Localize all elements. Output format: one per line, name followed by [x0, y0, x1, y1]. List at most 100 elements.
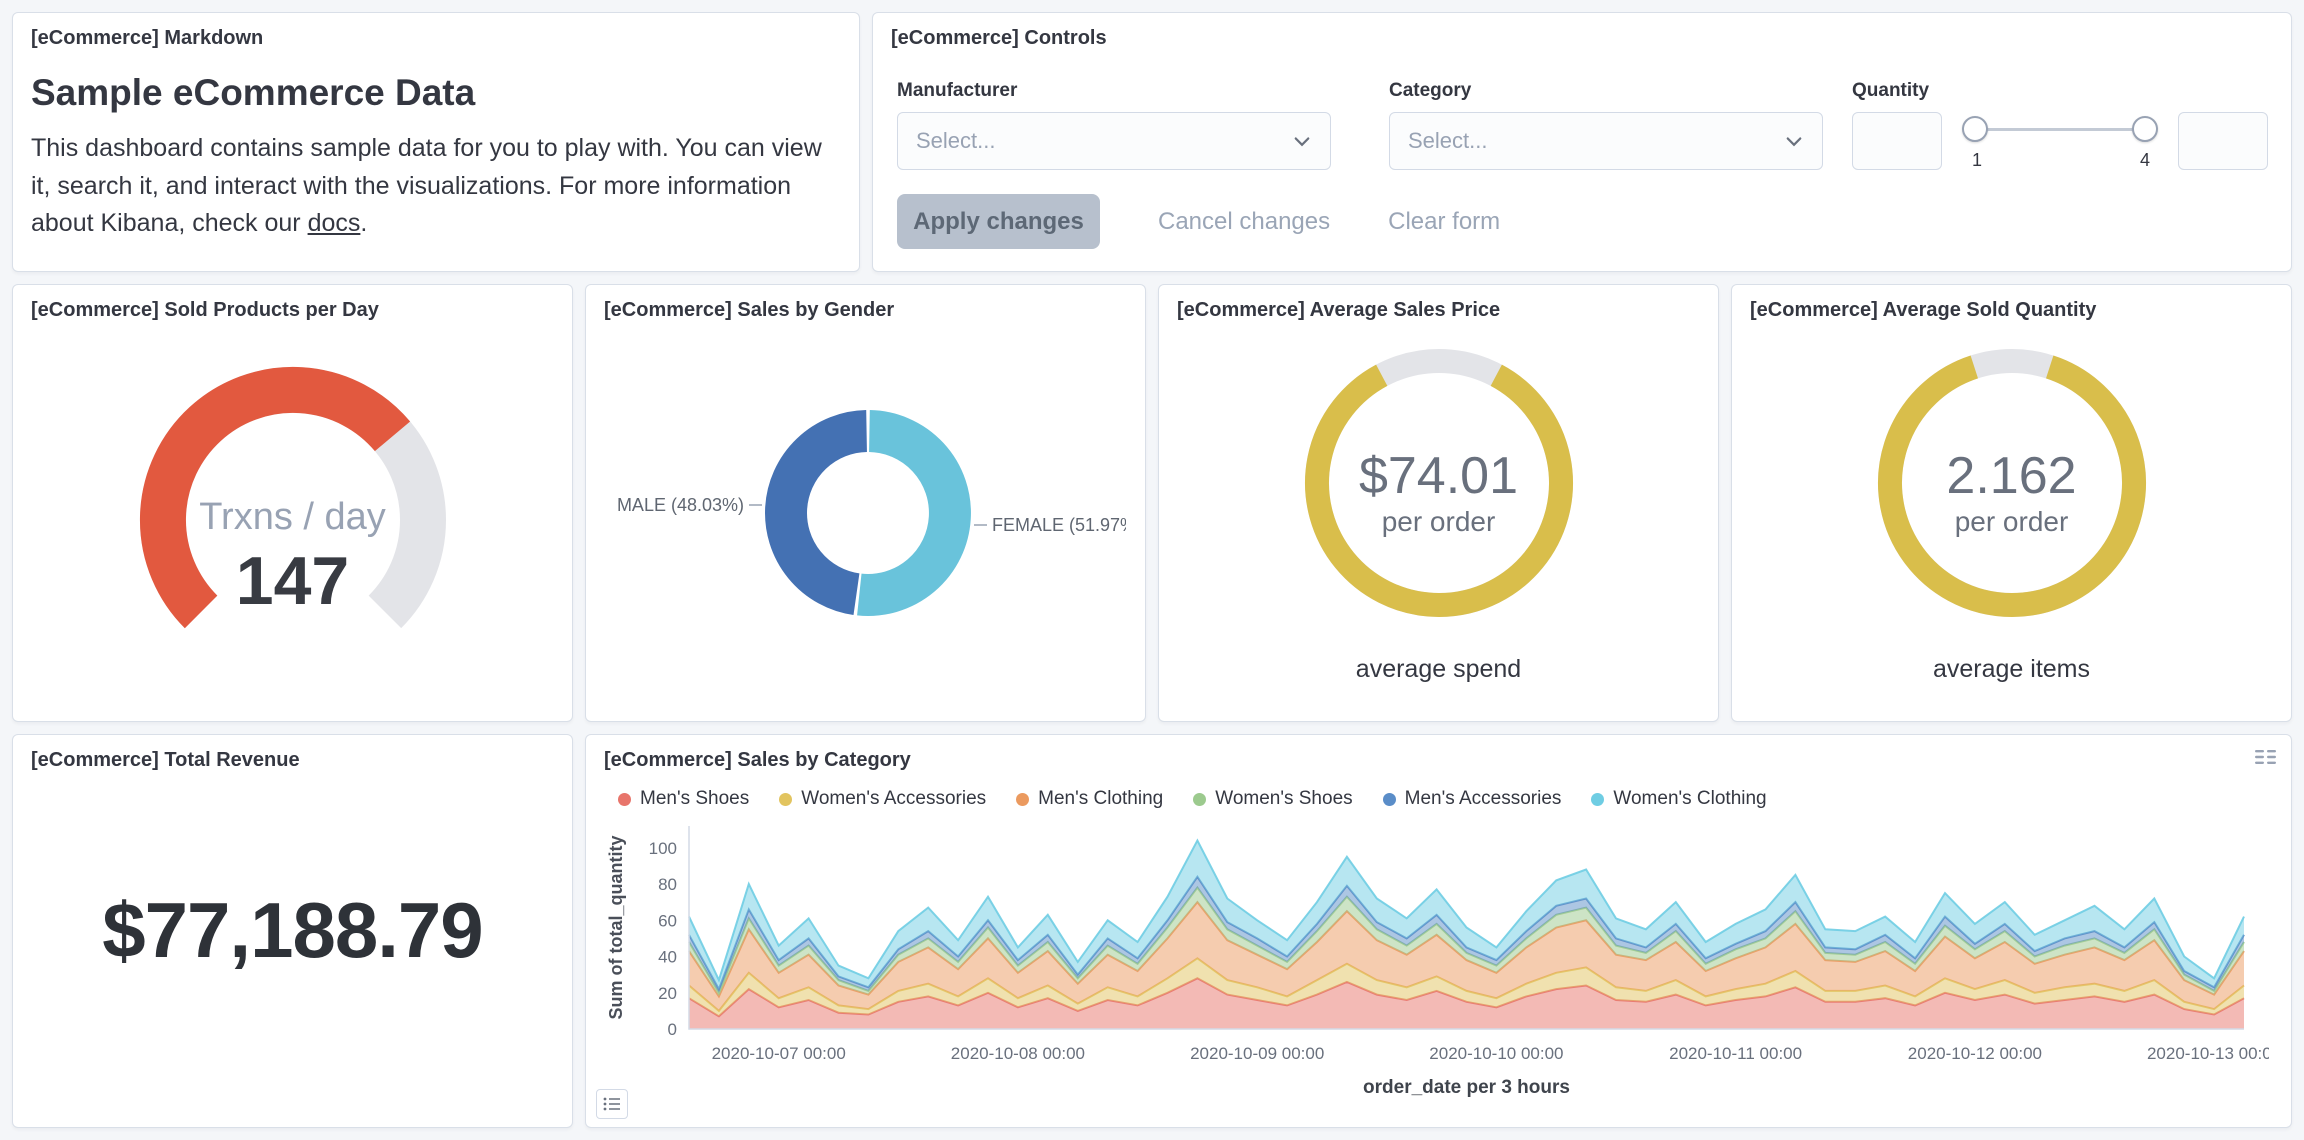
gauge-svg [139, 366, 446, 629]
area-band-line [688, 885, 2245, 996]
category-control: Category Select... [1389, 80, 1823, 170]
qty-goal-chart: 2.162 per order [1750, 328, 2273, 645]
x-tick-label: 2020-10-10 00:00 [1429, 1044, 1563, 1063]
area-band [689, 958, 2244, 1017]
legend-item[interactable]: Women's Shoes [1193, 788, 1353, 810]
pie-slice-male[interactable] [764, 410, 868, 615]
quantity-min-input[interactable] [1852, 112, 1942, 170]
legend-dot [618, 792, 631, 806]
y-tick-label: 60 [658, 911, 677, 930]
manufacturer-label: Manufacturer [897, 80, 1018, 101]
gender-donut-svg: FEMALE (51.97%) MALE (48.03%) [616, 410, 1126, 616]
price-goal-caption: average spend [1355, 655, 1522, 683]
gauge-value: 147 [235, 543, 350, 619]
docs-link[interactable]: docs [307, 209, 361, 237]
legend-dot [1016, 792, 1030, 806]
chart-legend: Men's Shoes Women's Accessories Men's Clot… [618, 788, 2273, 810]
y-axis-title: Sum of total_quantity [606, 836, 626, 1020]
cancel-changes-button[interactable]: Cancel changes [1158, 207, 1331, 235]
panel-options-icon[interactable] [2255, 749, 2277, 765]
pie-slice-label: MALE (48.03%) [616, 495, 743, 515]
price-panel-title: [eCommerce] Average Sales Price [1177, 299, 1501, 321]
legend-label: Men's Shoes [640, 788, 750, 809]
qty-goal-svg [1877, 349, 2146, 617]
markdown-heading: Sample eCommerce Data [31, 72, 476, 113]
area-band-line [688, 875, 2245, 992]
legend-item[interactable]: Men's Accessories [1382, 788, 1562, 810]
qty-goal-caption: average items [1932, 655, 2091, 683]
x-tick-label: 2020-10-12 00:00 [1908, 1044, 2042, 1063]
quantity-min-value: 1 [1972, 150, 1983, 170]
quantity-max-handle[interactable] [2132, 116, 2158, 142]
legend-dot [1193, 792, 1207, 806]
sold-products-per-day-panel: [eCommerce] Sold Products per Day Trxns … [12, 284, 573, 722]
markdown-panel: [eCommerce] Markdown Sample eCommerce Da… [12, 12, 860, 272]
markdown-body: This dashboard contains sample data for … [31, 130, 839, 243]
x-tick-label: 2020-10-07 00:00 [712, 1044, 846, 1063]
manufacturer-select[interactable]: Select... [897, 112, 1331, 170]
axis-lines [688, 826, 2244, 1030]
quantity-max-input[interactable] [2178, 112, 2268, 170]
category-select[interactable]: Select... [1389, 112, 1823, 170]
price-goal-value: $74.01 [1358, 447, 1519, 505]
dashboard-row-2: [eCommerce] Sold Products per Day Trxns … [12, 284, 2292, 722]
gauge-panel-title: [eCommerce] Sold Products per Day [31, 299, 379, 321]
goal-fill-arc [1304, 364, 1573, 617]
manufacturer-control: Manufacturer Select... [897, 80, 1331, 170]
qty-panel-title: [eCommerce] Average Sold Quantity [1750, 299, 2097, 321]
quantity-min-handle[interactable] [1962, 116, 1988, 142]
legend-label: Men's Clothing [1038, 788, 1164, 809]
area-chart-svg: 0 20 40 60 80 100 2020-10-07 00:00 2020-10-08 0… [606, 826, 2281, 1098]
clear-form-button[interactable]: Clear form [1388, 207, 1501, 235]
y-tick-label: 40 [658, 948, 677, 967]
x-tick-label: 2020-10-13 00:00 [2147, 1044, 2269, 1063]
y-tick-label: 80 [658, 875, 677, 894]
y-tick-label: 20 [658, 984, 677, 1003]
quantity-label: Quantity [1852, 80, 1930, 101]
legend-item[interactable]: Women's Clothing [1591, 788, 1767, 810]
markdown-panel-title: [eCommerce] Markdown [31, 27, 264, 49]
area-panel-title: [eCommerce] Sales by Category [604, 749, 911, 771]
gender-panel-title: [eCommerce] Sales by Gender [604, 299, 895, 321]
legend-label: Men's Accessories [1404, 788, 1562, 809]
qty-goal-sublabel: per order [1954, 506, 2069, 537]
x-axis-title: order_date per 3 hours [1363, 1077, 1570, 1098]
average-sold-quantity-panel: [eCommerce] Average Sold Quantity 2.162 … [1731, 284, 2292, 722]
revenue-value: $77,188.79 [102, 886, 483, 974]
dashboard-row-1: [eCommerce] Markdown Sample eCommerce Da… [12, 12, 2292, 272]
qty-goal-value: 2.162 [1946, 447, 2077, 505]
revenue-panel-title: [eCommerce] Total Revenue [31, 749, 300, 771]
x-tick-label: 2020-10-09 00:00 [1190, 1044, 1324, 1063]
area-band [689, 840, 2244, 990]
dashboard-row-3: [eCommerce] Total Revenue $77,188.79 [eC… [12, 734, 2292, 1128]
apply-changes-button[interactable]: Apply changes [897, 194, 1100, 249]
sales-by-gender-panel: [eCommerce] Sales by Gender FEMALE (51.9… [585, 284, 1146, 722]
legend-dot [1591, 792, 1605, 806]
quantity-control: Quantity 1 4 [1852, 80, 2268, 170]
markdown-text-end: . [360, 209, 368, 237]
list-icon [603, 1097, 620, 1111]
price-goal-chart: $74.01 per order [1177, 328, 1700, 645]
controls-panel: [eCommerce] Controls Manufacturer Select… [872, 12, 2292, 272]
legend-label: Women's Shoes [1215, 788, 1353, 809]
area-band [689, 978, 2244, 1029]
pie-slice-female[interactable] [856, 410, 971, 616]
legend-item[interactable]: Men's Clothing [1016, 788, 1163, 810]
markdown-text: This dashboard contains sample data for … [31, 134, 822, 237]
controls-panel-title: [eCommerce] Controls [891, 27, 1107, 49]
pie-slice-label: FEMALE (51.97%) [992, 515, 1126, 535]
chevron-down-icon [1786, 137, 1802, 147]
slider-track [1964, 128, 2156, 131]
legend-item[interactable]: Men's Shoes [618, 788, 749, 810]
quantity-range-slider[interactable]: 1 4 [1962, 112, 2158, 170]
legend-item[interactable]: Women's Accessories [779, 788, 986, 810]
legend-toggle-button[interactable] [596, 1089, 628, 1119]
chevron-down-icon [1294, 137, 1310, 147]
legend-label: Women's Accessories [801, 788, 987, 809]
area-band-line [688, 838, 2245, 983]
legend-dot [1382, 792, 1396, 806]
legend-dot [779, 792, 793, 806]
quantity-max-value: 4 [2139, 150, 2150, 170]
gauge-chart: Trxns / day 147 [31, 328, 554, 697]
controls-buttons-row: Apply changes Cancel changes Clear form [897, 194, 2273, 249]
